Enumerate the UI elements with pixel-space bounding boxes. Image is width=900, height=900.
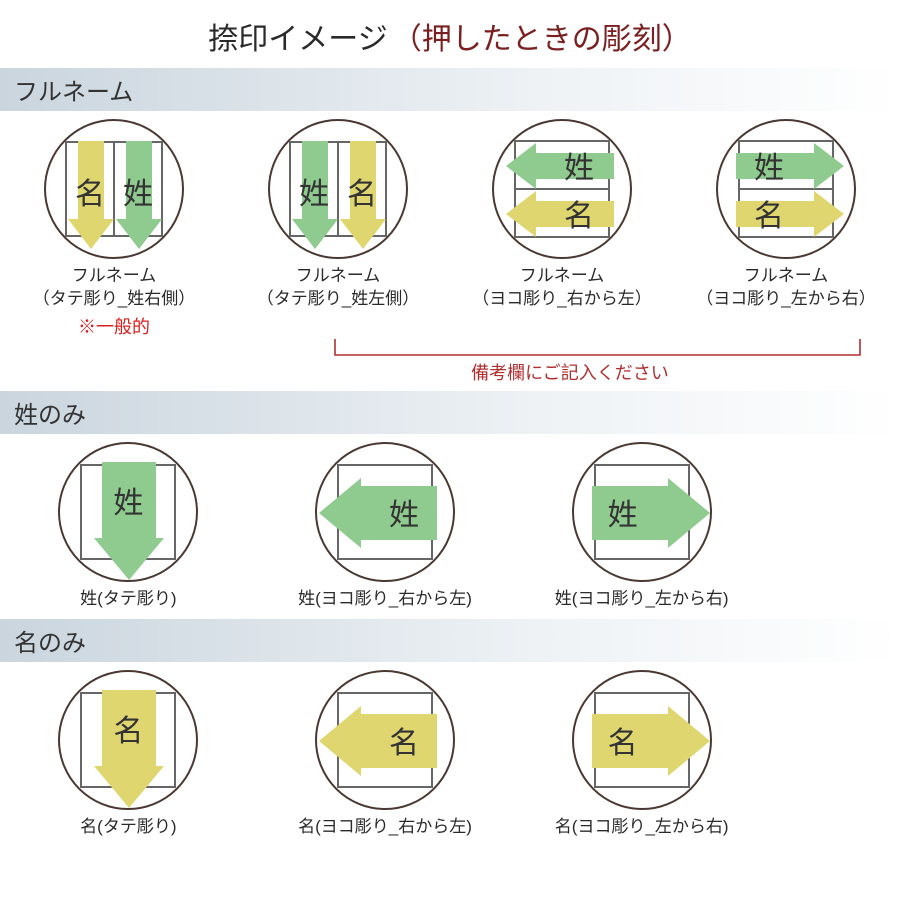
fullname-item-4: 姓 名 フルネーム （ヨコ彫り_左から右）: [678, 119, 894, 339]
sei-item-1: 姓 姓(タテ彫り): [30, 442, 227, 611]
char-sei: 姓: [123, 169, 153, 213]
grid-single: 姓: [594, 464, 690, 560]
stamp-circle: 姓 名: [268, 119, 408, 259]
grid-vertical: 姓 名: [289, 141, 387, 237]
char-sei: 姓: [299, 169, 329, 213]
cell-sei: 姓: [595, 465, 689, 559]
title-bar: 捺印イメージ （押したときの彫刻）: [0, 0, 900, 68]
stamp-circle: 名 姓: [44, 119, 184, 259]
mei-row: 名 名(タテ彫り) 名 名(ヨコ彫り_右から左) 名: [0, 662, 900, 841]
stamp-circle: 名: [58, 670, 198, 810]
caption: 姓(タテ彫り): [80, 588, 176, 611]
bracket-note: 備考欄にご記入ください: [0, 339, 900, 391]
char-mei: 名: [347, 169, 377, 213]
grid-single: 名: [594, 692, 690, 788]
cell-sei: 姓: [114, 142, 162, 236]
title-main: 捺印イメージ: [208, 23, 387, 56]
stamp-circle: 姓 名: [716, 119, 856, 259]
stamp-circle: 姓: [572, 442, 712, 582]
cell-sei: 姓: [515, 141, 609, 189]
mei-item-3: 名 名(ヨコ彫り_左から右): [543, 670, 740, 839]
grid-vertical: 名 姓: [65, 141, 163, 237]
section-header-fullname: フルネーム: [0, 68, 900, 111]
stamp-circle: 姓: [58, 442, 198, 582]
grid-single: 名: [80, 692, 176, 788]
cell-sei: 姓: [81, 465, 175, 559]
caption: フルネーム （タテ彫り_姓右側）: [33, 265, 195, 311]
char-sei: 姓: [564, 143, 594, 187]
char-sei: 姓: [113, 478, 143, 522]
mei-item-1: 名 名(タテ彫り): [30, 670, 227, 839]
cell-sei: 姓: [739, 141, 833, 189]
cell-mei: 名: [338, 142, 386, 236]
fullname-item-2: 姓 名 フルネーム （タテ彫り_姓左側）: [230, 119, 446, 339]
cell-mei: 名: [515, 189, 609, 237]
stamp-circle: 名: [572, 670, 712, 810]
fullname-row: 名 姓 フルネーム （タテ彫り_姓右側） ※一般的 姓: [0, 111, 900, 341]
stamp-circle: 姓 名: [492, 119, 632, 259]
section-header-mei: 名のみ: [0, 619, 900, 662]
title-sub: （押したときの彫刻）: [392, 23, 692, 56]
caption: フルネーム （ヨコ彫り_右から左）: [472, 265, 651, 311]
note-common: ※一般的: [78, 313, 150, 339]
char-sei: 姓: [389, 490, 419, 534]
cell-mei: 名: [739, 189, 833, 237]
mei-item-2: 名 名(ヨコ彫り_右から左): [287, 670, 484, 839]
cell-mei: 名: [66, 142, 114, 236]
cell-sei: 姓: [338, 465, 432, 559]
char-mei: 名: [608, 718, 638, 762]
char-mei: 名: [113, 706, 143, 750]
grid-horizontal: 姓 名: [738, 140, 834, 238]
sei-row: 姓 姓(タテ彫り) 姓 姓(ヨコ彫り_右から左) 姓: [0, 434, 900, 613]
fullname-item-3: 姓 名 フルネーム （ヨコ彫り_右から左）: [454, 119, 670, 339]
cell-mei: 名: [81, 693, 175, 787]
bracket-text: 備考欄にご記入ください: [471, 363, 669, 383]
cell-mei: 名: [338, 693, 432, 787]
char-sei: 姓: [754, 143, 784, 187]
char-mei: 名: [754, 191, 784, 235]
section-header-sei: 姓のみ: [0, 391, 900, 434]
caption: フルネーム （タテ彫り_姓左側）: [257, 265, 419, 311]
sei-item-3: 姓 姓(ヨコ彫り_左から右): [543, 442, 740, 611]
caption: 名(タテ彫り): [80, 816, 176, 839]
char-mei: 名: [564, 191, 594, 235]
caption: フルネーム （ヨコ彫り_左から右）: [696, 265, 875, 311]
caption: 名(ヨコ彫り_左から右): [555, 816, 729, 839]
char-mei: 名: [75, 169, 105, 213]
caption: 名(ヨコ彫り_右から左): [298, 816, 472, 839]
cell-mei: 名: [595, 693, 689, 787]
caption: 姓(ヨコ彫り_右から左): [298, 588, 472, 611]
char-mei: 名: [389, 718, 419, 762]
grid-single: 姓: [337, 464, 433, 560]
stamp-circle: 姓: [315, 442, 455, 582]
sei-item-2: 姓 姓(ヨコ彫り_右から左): [287, 442, 484, 611]
grid-single: 姓: [80, 464, 176, 560]
stamp-circle: 名: [315, 670, 455, 810]
cell-sei: 姓: [290, 142, 338, 236]
grid-horizontal: 姓 名: [514, 140, 610, 238]
fullname-item-1: 名 姓 フルネーム （タテ彫り_姓右側） ※一般的: [6, 119, 222, 339]
caption: 姓(ヨコ彫り_左から右): [555, 588, 729, 611]
char-sei: 姓: [608, 490, 638, 534]
grid-single: 名: [337, 692, 433, 788]
